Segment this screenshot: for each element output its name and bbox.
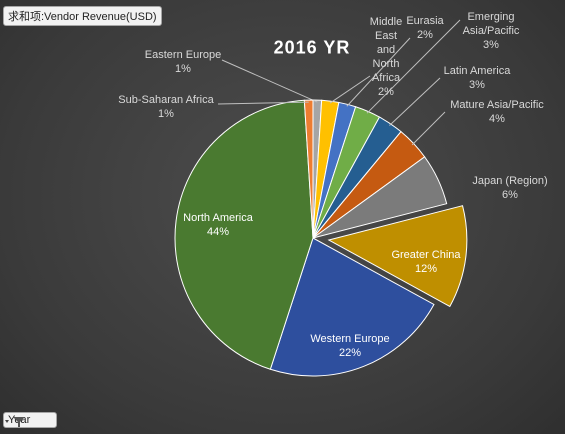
category-label: Japan (Region) [472, 175, 548, 187]
chart-title: 2016 YR [273, 37, 351, 58]
category-label: Eurasia [406, 15, 444, 27]
data-label: Middle East and North Africa 2% [368, 15, 404, 99]
data-label: Eurasia 2% [395, 14, 455, 42]
pie-slice [269, 237, 435, 377]
value-label: 12% [414, 263, 438, 275]
category-label: Mature Asia/Pacific [450, 99, 544, 111]
category-label: Emerging Asia/Pacific [462, 11, 520, 37]
category-label: Latin America [443, 65, 511, 77]
leader-line [411, 111, 446, 146]
data-label: North America 44% [168, 211, 268, 239]
category-label: North America [183, 212, 253, 224]
value-label: 2% [378, 86, 394, 98]
data-label: Latin America 3% [427, 64, 527, 92]
data-label: Greater China 12% [381, 248, 471, 276]
value-label: 1% [175, 63, 191, 75]
category-label: Middle East and North Africa [369, 16, 403, 84]
pie-slice [312, 156, 448, 239]
value-label: 44% [206, 226, 230, 238]
leader-line [329, 75, 371, 104]
value-label: 2% [417, 29, 433, 41]
value-label: 6% [502, 189, 518, 201]
value-field-button[interactable]: 求和项:Vendor Revenue(USD) [3, 6, 162, 26]
leader-line [366, 19, 461, 114]
data-label: Western Europe 22% [300, 332, 400, 360]
pie-slice [174, 99, 314, 370]
pie-slice [303, 99, 314, 239]
leader-line [217, 101, 309, 105]
leader-line [221, 59, 318, 103]
category-label: Greater China [391, 249, 461, 261]
value-label: 4% [489, 113, 505, 125]
value-label: 22% [338, 347, 362, 359]
data-label: Japan (Region) 6% [460, 174, 560, 202]
data-label: Emerging Asia/Pacific 3% [455, 10, 527, 52]
category-label: Western Europe [310, 333, 390, 345]
axis-field-button[interactable]: Year [3, 412, 58, 428]
data-label: Mature Asia/Pacific 4% [442, 98, 552, 126]
value-label: 3% [483, 39, 499, 51]
value-label: 1% [158, 108, 174, 120]
pie-slice [327, 205, 468, 308]
leader-line [346, 37, 411, 107]
data-label: Sub-Saharan Africa 1% [106, 93, 226, 121]
data-label: Eastern Europe 1% [133, 48, 233, 76]
category-label: Eastern Europe [144, 49, 222, 61]
filter-icon [5, 417, 25, 427]
leader-line [389, 77, 441, 126]
category-label: Sub-Saharan Africa [118, 94, 214, 106]
value-label: 3% [469, 79, 485, 91]
